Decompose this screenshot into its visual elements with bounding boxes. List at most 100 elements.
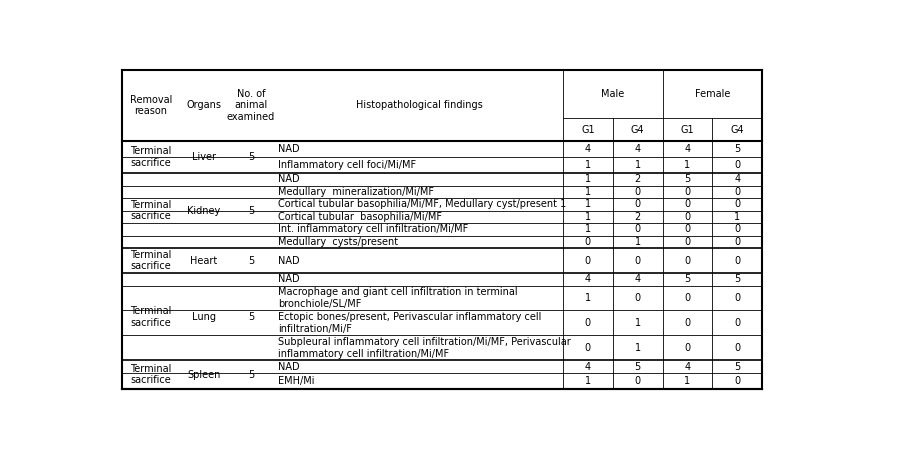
Text: 1: 1 xyxy=(734,212,740,222)
Text: 0: 0 xyxy=(734,256,740,266)
Text: 4: 4 xyxy=(685,144,690,154)
Text: 5: 5 xyxy=(684,175,690,184)
Text: Cortical tubular  basophilia/Mi/MF: Cortical tubular basophilia/Mi/MF xyxy=(277,212,442,222)
Text: 5: 5 xyxy=(248,206,254,216)
Text: 5: 5 xyxy=(734,362,741,372)
Text: 0: 0 xyxy=(634,225,641,234)
Text: 5: 5 xyxy=(248,152,254,162)
Text: Histopathological findings: Histopathological findings xyxy=(355,100,482,111)
Text: 1: 1 xyxy=(585,293,591,303)
Text: No. of
animal
examined: No. of animal examined xyxy=(227,89,275,122)
Text: 5: 5 xyxy=(684,274,690,284)
Text: 0: 0 xyxy=(734,225,740,234)
Text: 1: 1 xyxy=(585,212,591,222)
Text: 5: 5 xyxy=(248,369,254,380)
Text: Heart: Heart xyxy=(190,256,218,266)
Text: Terminal
sacrifice: Terminal sacrifice xyxy=(130,306,172,327)
Text: G4: G4 xyxy=(731,125,744,135)
Text: 1: 1 xyxy=(685,376,690,386)
Text: 0: 0 xyxy=(585,318,591,328)
Text: 0: 0 xyxy=(685,212,690,222)
Text: Male: Male xyxy=(601,89,624,99)
Text: 1: 1 xyxy=(585,376,591,386)
Text: Subpleural inflammatory cell infiltration/Mi/MF, Perivascular
inflammatory cell : Subpleural inflammatory cell infiltratio… xyxy=(277,337,570,359)
Text: Ectopic bones/present, Perivascular inflammatory cell
infiltration/Mi/F: Ectopic bones/present, Perivascular infl… xyxy=(277,312,541,334)
Text: Terminal
sacrifice: Terminal sacrifice xyxy=(130,364,172,385)
Text: Removal
reason: Removal reason xyxy=(129,94,173,116)
Text: 5: 5 xyxy=(734,144,741,154)
Text: 1: 1 xyxy=(585,225,591,234)
Text: Female: Female xyxy=(695,89,730,99)
Text: Kidney: Kidney xyxy=(187,206,220,216)
Text: 5: 5 xyxy=(248,312,254,322)
Text: Medullary  cysts/present: Medullary cysts/present xyxy=(277,237,397,247)
Text: Terminal
sacrifice: Terminal sacrifice xyxy=(130,250,172,271)
Text: 0: 0 xyxy=(585,237,591,247)
Text: 0: 0 xyxy=(685,293,690,303)
Text: 5: 5 xyxy=(734,274,741,284)
Text: 4: 4 xyxy=(585,144,591,154)
Text: Cortical tubular basophilia/Mi/MF, Medullary cyst/present 1: Cortical tubular basophilia/Mi/MF, Medul… xyxy=(277,200,565,209)
Text: Inflammatory cell foci/Mi/MF: Inflammatory cell foci/Mi/MF xyxy=(277,160,416,170)
Text: NAD: NAD xyxy=(277,144,299,154)
Text: 0: 0 xyxy=(734,293,740,303)
Text: NAD: NAD xyxy=(277,362,299,372)
Text: 1: 1 xyxy=(634,343,641,353)
Text: 4: 4 xyxy=(585,274,591,284)
Text: Spleen: Spleen xyxy=(187,369,220,380)
Text: G4: G4 xyxy=(631,125,644,135)
Text: Macrophage and giant cell infiltration in terminal
bronchiole/SL/MF: Macrophage and giant cell infiltration i… xyxy=(277,287,518,309)
Text: 1: 1 xyxy=(634,318,641,328)
Text: 0: 0 xyxy=(734,318,740,328)
Text: 0: 0 xyxy=(685,256,690,266)
Text: Terminal
sacrifice: Terminal sacrifice xyxy=(130,146,172,168)
Text: 4: 4 xyxy=(634,144,641,154)
Text: 0: 0 xyxy=(634,293,641,303)
Text: 0: 0 xyxy=(634,187,641,197)
Text: NAD: NAD xyxy=(277,175,299,184)
Text: 0: 0 xyxy=(685,237,690,247)
Text: 0: 0 xyxy=(634,256,641,266)
Text: EMH/Mi: EMH/Mi xyxy=(277,376,314,386)
Text: 0: 0 xyxy=(734,343,740,353)
Text: 0: 0 xyxy=(685,343,690,353)
Text: G1: G1 xyxy=(680,125,694,135)
Text: 1: 1 xyxy=(585,160,591,170)
Text: 0: 0 xyxy=(734,200,740,209)
Text: G1: G1 xyxy=(581,125,595,135)
Text: Lung: Lung xyxy=(192,312,216,322)
Text: 4: 4 xyxy=(734,175,740,184)
Text: 4: 4 xyxy=(685,362,690,372)
Text: 0: 0 xyxy=(685,318,690,328)
Text: Liver: Liver xyxy=(192,152,216,162)
Text: 0: 0 xyxy=(685,187,690,197)
Text: 1: 1 xyxy=(585,200,591,209)
Text: Terminal
sacrifice: Terminal sacrifice xyxy=(130,200,172,221)
Text: 1: 1 xyxy=(585,175,591,184)
Text: NAD: NAD xyxy=(277,256,299,266)
Text: NAD: NAD xyxy=(277,274,299,284)
Text: 0: 0 xyxy=(734,187,740,197)
Text: 2: 2 xyxy=(634,175,641,184)
Text: 0: 0 xyxy=(585,256,591,266)
Text: 5: 5 xyxy=(634,362,641,372)
Text: 5: 5 xyxy=(248,256,254,266)
Text: Int. inflammatory cell infiltration/Mi/MF: Int. inflammatory cell infiltration/Mi/M… xyxy=(277,225,468,234)
Text: 0: 0 xyxy=(734,160,740,170)
Text: 0: 0 xyxy=(734,376,740,386)
Text: Medullary  mineralization/Mi/MF: Medullary mineralization/Mi/MF xyxy=(277,187,433,197)
Text: 1: 1 xyxy=(685,160,690,170)
Text: 0: 0 xyxy=(734,237,740,247)
Text: 1: 1 xyxy=(585,187,591,197)
Text: 0: 0 xyxy=(585,343,591,353)
Text: Organs: Organs xyxy=(186,100,221,111)
Text: 2: 2 xyxy=(634,212,641,222)
Text: 0: 0 xyxy=(634,200,641,209)
Text: 4: 4 xyxy=(585,362,591,372)
Text: 4: 4 xyxy=(634,274,641,284)
Text: 0: 0 xyxy=(634,376,641,386)
Text: 0: 0 xyxy=(685,200,690,209)
Text: 1: 1 xyxy=(634,160,641,170)
Text: 0: 0 xyxy=(685,225,690,234)
Text: 1: 1 xyxy=(634,237,641,247)
